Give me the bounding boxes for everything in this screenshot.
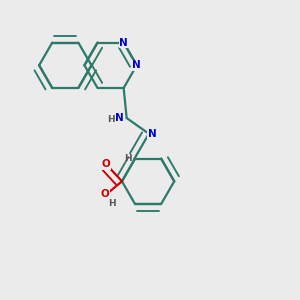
Text: N: N <box>148 129 157 139</box>
Text: N: N <box>132 60 141 70</box>
Text: H: H <box>124 154 132 163</box>
Text: N: N <box>119 38 128 48</box>
Text: N: N <box>115 113 124 123</box>
Text: H: H <box>107 115 115 124</box>
Text: H: H <box>108 199 116 208</box>
Text: O: O <box>100 189 109 200</box>
Text: O: O <box>102 159 111 169</box>
